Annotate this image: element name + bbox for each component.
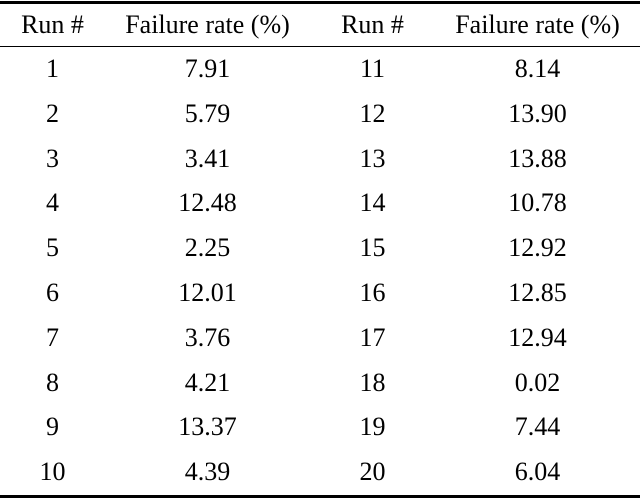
- run-number-cell-right: 20: [359, 457, 386, 487]
- failure-rate-cell-right: 0.02: [514, 367, 561, 397]
- run-number-cell-left: 3: [46, 143, 59, 173]
- failure-rate-cell-right: 12.85: [508, 277, 567, 307]
- failure-rate-cell-left: 2.25: [184, 233, 231, 263]
- run-number-cell-left: 10: [39, 457, 66, 487]
- table-row: 8 4.21 18 0.02: [0, 361, 640, 406]
- table-row: 4 12.48 14 10.78: [0, 181, 640, 226]
- table-row: 7 3.76 17 12.94: [0, 316, 640, 361]
- header-failure-rate-right: Failure rate (%): [455, 10, 620, 39]
- table-row: 2 5.79 12 13.90: [0, 92, 640, 137]
- run-number-cell-left: 2: [46, 98, 59, 128]
- failure-rate-cell-left: 12.01: [178, 277, 237, 307]
- table-row: 3 3.41 13 13.88: [0, 137, 640, 182]
- run-number-cell-right: 18: [359, 367, 386, 397]
- header-run-right: Run #: [341, 10, 404, 39]
- run-number-cell-right: 15: [359, 233, 386, 263]
- failure-rate-cell-left: 7.91: [184, 54, 231, 83]
- run-number-cell-right: 12: [359, 98, 386, 128]
- header-failure-rate-left: Failure rate (%): [125, 10, 290, 39]
- run-number-cell-left: 8: [46, 367, 59, 397]
- failure-rate-cell-right: 12.94: [508, 322, 567, 352]
- failure-rate-cell-left: 3.41: [184, 143, 231, 173]
- run-number-cell-left: 1: [46, 54, 59, 83]
- run-number-cell-right: 11: [359, 54, 386, 83]
- failure-rate-cell-left: 5.79: [184, 98, 231, 128]
- table-body: 1 7.91 11 8.14 2 5.79 12 13.90 3 3.41 13…: [0, 47, 640, 495]
- failure-rate-cell-right: 12.92: [508, 233, 567, 263]
- run-number-cell-right: 19: [359, 412, 386, 442]
- run-number-cell-left: 9: [46, 412, 59, 442]
- table-row: 1 7.91 11 8.14: [0, 47, 640, 92]
- table-row: 5 2.25 15 12.92: [0, 226, 640, 271]
- run-number-cell-right: 14: [359, 188, 386, 218]
- failure-rate-cell-right: 7.44: [514, 412, 561, 442]
- failure-rate-cell-right: 10.78: [508, 188, 567, 218]
- run-number-cell-right: 13: [359, 143, 386, 173]
- run-number-cell-left: 7: [46, 322, 59, 352]
- run-number-cell-left: 5: [46, 233, 59, 263]
- failure-rate-cell-left: 4.21: [184, 367, 231, 397]
- run-number-cell-right: 17: [359, 322, 386, 352]
- failure-rate-cell-right: 13.90: [508, 98, 567, 128]
- failure-rate-cell-right: 6.04: [514, 457, 561, 487]
- table-row: 10 4.39 20 6.04: [0, 450, 640, 495]
- table-row: 9 13.37 19 7.44: [0, 405, 640, 450]
- failure-rate-cell-left: 3.76: [184, 322, 231, 352]
- failure-rate-cell-left: 12.48: [178, 188, 237, 218]
- failure-rate-cell-right: 13.88: [508, 143, 567, 173]
- run-number-cell-left: 4: [46, 188, 59, 218]
- failure-rate-cell-right: 8.14: [514, 54, 561, 83]
- failure-rate-cell-left: 13.37: [178, 412, 237, 442]
- table-row: 6 12.01 16 12.85: [0, 271, 640, 316]
- run-number-cell-left: 6: [46, 277, 59, 307]
- header-run-left: Run #: [21, 10, 84, 39]
- failure-rate-cell-left: 4.39: [184, 457, 231, 487]
- table-header-row: Run # Failure rate (%) Run # Failure rat…: [0, 4, 640, 47]
- run-number-cell-right: 16: [359, 277, 386, 307]
